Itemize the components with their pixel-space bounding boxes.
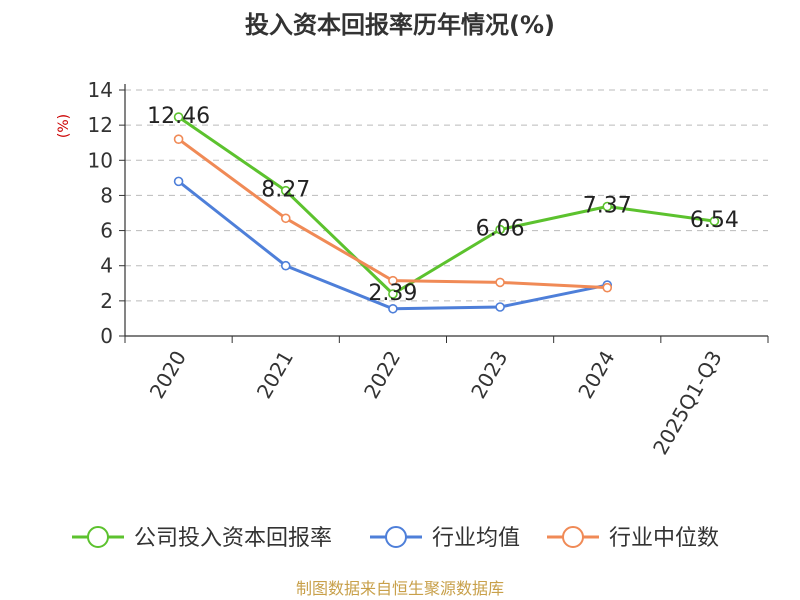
x-tick-label: 2020 [145, 347, 191, 403]
legend-swatch-marker [562, 526, 584, 548]
data-label: 7.37 [583, 193, 632, 218]
y-tick-label: 10 [88, 148, 113, 172]
source-note: 制图数据来自恒生聚源数据库 [296, 579, 504, 598]
series-lines [173, 112, 720, 314]
data-point [709, 216, 720, 226]
data-label: 6.06 [476, 217, 525, 242]
y-tick-label: 0 [100, 324, 113, 348]
data-point [388, 275, 398, 286]
data-point [173, 176, 184, 187]
data-point [602, 201, 613, 212]
series-group [173, 134, 613, 293]
x-tick-label: 2024 [573, 347, 619, 403]
data-labels: 12.46 8.27 2.39 6.06 7.37 6.54 [147, 104, 739, 306]
series-line [177, 115, 715, 296]
series-group [173, 112, 720, 299]
data-label: 2.39 [368, 281, 417, 306]
legend-item: 行业中位数 [547, 526, 719, 551]
data-point [173, 134, 184, 144]
data-label: 6.54 [690, 208, 739, 233]
axes: 0 2 4 6 8 10 12 14 2020 2021 2022 2023 2024 2025Q1-Q3 [88, 78, 769, 459]
data-label: 8.27 [261, 178, 310, 203]
y-axis-unit: (%) [56, 114, 72, 138]
y-tick-label: 8 [100, 183, 113, 207]
y-tick-label: 14 [88, 78, 113, 102]
y-tick-label: 2 [100, 289, 113, 313]
legend: 公司投入资本回报率 行业均值 行业中位数 [72, 526, 719, 551]
legend-label: 行业中位数 [609, 526, 719, 551]
x-tick-label: 2023 [466, 347, 512, 403]
y-tick-label: 6 [100, 219, 113, 243]
data-point [173, 112, 184, 122]
data-point [388, 303, 398, 314]
legend-label: 公司投入资本回报率 [134, 526, 332, 551]
legend-item: 公司投入资本回报率 [72, 526, 332, 551]
legend-swatch-marker [87, 526, 109, 548]
legend-swatch-marker [385, 526, 407, 548]
data-point [388, 289, 398, 299]
data-point [495, 302, 505, 312]
x-tick-label: 2022 [359, 347, 405, 403]
data-point [495, 224, 505, 235]
data-point [280, 213, 291, 224]
data-point [495, 277, 505, 288]
data-point [602, 282, 613, 293]
grid-lines [125, 89, 768, 302]
data-label: 12.46 [147, 104, 210, 129]
data-point [280, 260, 291, 271]
x-tick-label: 2021 [252, 347, 298, 403]
x-tick-label: 2025Q1-Q3 [648, 347, 727, 459]
y-tick-label: 4 [100, 254, 113, 278]
y-tick-label: 12 [88, 113, 113, 137]
data-point [280, 185, 291, 196]
legend-item: 行业均值 [370, 526, 520, 551]
legend-label: 行业均值 [432, 526, 520, 551]
chart-title: 投入资本回报率历年情况(%) [245, 11, 555, 39]
